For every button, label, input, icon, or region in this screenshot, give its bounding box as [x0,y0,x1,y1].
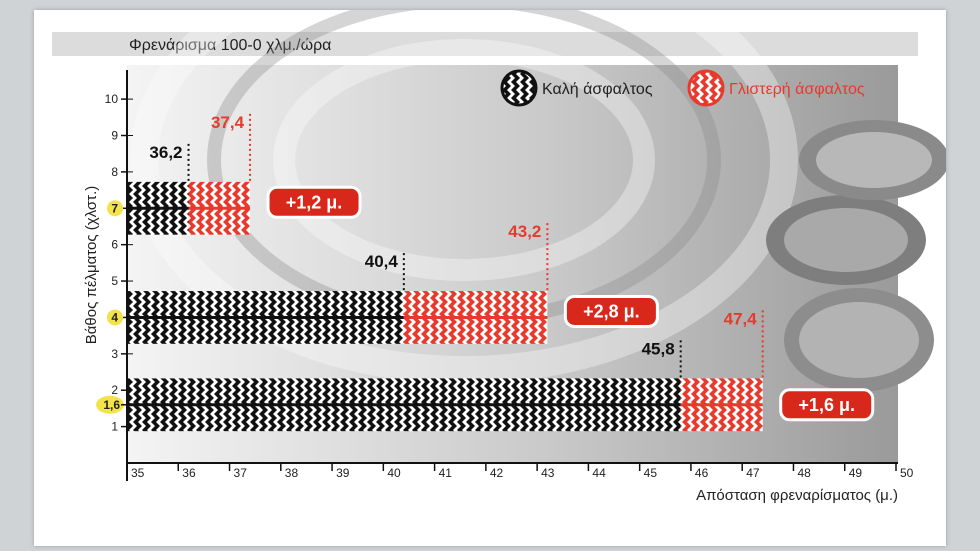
y-tick-label: 6 [111,238,118,252]
y-tick-label: 8 [111,165,118,179]
chart-card: Φρενάρισμα 100-0 χλμ./ώρα Απόσταση φρενα… [34,10,946,546]
dry-value-label: 45,8 [642,339,675,358]
difference-badge [563,294,659,328]
x-tick-label: 42 [490,466,504,480]
y-tick-label: 1 [111,420,118,434]
bar-dry [128,181,189,208]
bar-wet-lower [188,209,251,235]
x-tick-label: 49 [849,466,863,480]
bar-dry [128,378,681,404]
x-tick-label: 37 [234,466,248,480]
difference-badge-label: +2,8 μ. [583,301,640,321]
chart-title: Φρενάρισμα 100-0 χλμ./ώρα [129,37,331,54]
legend: Καλή άσφαλτος Γλιστερή άσφαλτος [500,69,865,107]
x-tick-label: 45 [644,466,658,480]
bar-wet-lower [403,318,548,344]
bar-wet-lower [680,405,763,432]
y-tick-label: 4 [111,310,118,324]
bar-dry-lower [128,405,681,432]
legend-swatch-wet [687,69,725,107]
x-tick-label: 40 [387,466,401,480]
difference-badge-label: +1,6 μ. [798,395,855,415]
legend-label-wet: Γλιστερή άσφαλτος [729,81,865,98]
bar-dry-lower [128,209,189,235]
bar-group-7: 36,2 37,4 +1,2 μ. [128,113,362,235]
braking-chart: Φρενάρισμα 100-0 χλμ./ώρα Απόσταση φρενα… [52,10,946,504]
y-tick-highlight [107,309,123,326]
tire-stack-image [766,120,946,392]
title-band [52,32,918,56]
y-tick-label: 1,6 [103,398,120,412]
bar-wet [403,291,548,317]
y-tick-label: 3 [111,347,118,361]
legend-item-dry: Καλή άσφαλτος [500,69,653,107]
x-tick-label: 39 [336,466,350,480]
legend-label-dry: Καλή άσφαλτος [542,81,653,98]
y-tick-label: 7 [111,201,118,215]
bar-wet [680,378,763,404]
wet-value-label: 43,2 [508,222,541,241]
y-tick-highlight [96,395,124,414]
bars: 36,2 37,4 +1,2 μ. 40,4 43,2 +2,8 μ.45,8 47,4 +1… [128,113,875,432]
y-tick-label: 5 [111,274,118,288]
bar-wet [188,181,251,208]
x-tick-label: 38 [285,466,299,480]
x-tick-label: 43 [541,466,555,480]
difference-badge-label: +1,2 μ. [286,192,343,212]
wet-value-label: 37,4 [211,113,245,132]
axis-ticks: 35 36 37 38 39 40 41 42 43 44 45 46 47 48 49 5012345678… [96,92,914,480]
y-axis-label: Βάθος πέλματος (χλστ.) [83,186,100,345]
bar-group-4: 40,4 43,2 +2,8 μ. [128,222,659,344]
dry-value-label: 40,4 [365,252,399,271]
bar-dry [128,291,404,317]
difference-badge [779,388,875,422]
x-tick-label: 36 [182,466,196,480]
x-tick-label: 47 [746,466,760,480]
x-tick-label: 48 [797,466,811,480]
wet-value-label: 47,4 [724,309,758,328]
legend-swatch-dry [500,69,538,107]
y-tick-highlight [107,200,123,217]
y-tick-label: 2 [111,383,118,397]
difference-badge [266,185,362,219]
legend-item-wet: Γλιστερή άσφαλτος [687,69,865,107]
bar-group-1,6: 45,8 47,4 +1,6 μ. [128,309,875,432]
x-tick-label: 35 [131,466,145,480]
dry-value-label: 36,2 [149,143,182,162]
y-tick-label: 10 [105,92,119,106]
x-tick-label: 46 [695,466,709,480]
x-tick-label: 44 [592,466,606,480]
bar-dry-lower [128,318,404,344]
x-axis-label: Απόσταση φρεναρίσματος (μ.) [696,487,898,504]
y-tick-label: 9 [111,129,118,143]
x-tick-label: 41 [439,466,453,480]
x-tick-label: 50 [900,466,914,480]
